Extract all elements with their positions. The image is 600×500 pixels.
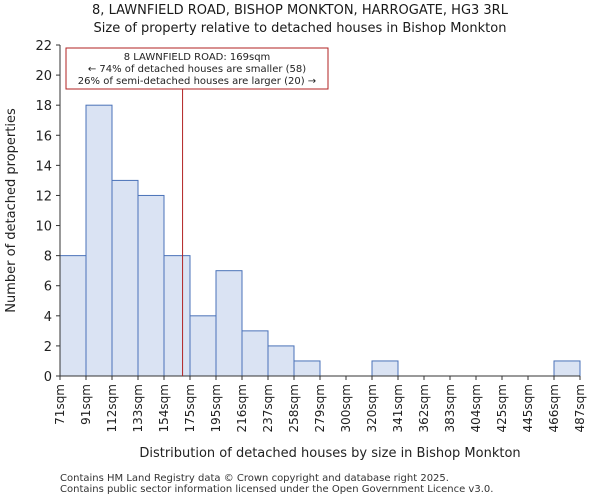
x-tick-label: 112sqm [105,384,119,432]
histogram-bar [189,315,217,377]
x-axis-title: Distribution of detached houses by size … [139,446,520,461]
x-tick-label: 175sqm [183,384,197,432]
x-tick-label: 71sqm [53,384,67,425]
x-tick-label: 91sqm [79,384,93,425]
y-tick-label: 16 [35,129,52,144]
y-tick-label: 2 [44,340,52,355]
annotation-box [65,47,329,90]
x-tick-label: 425sqm [495,384,509,432]
x-tick-label: 320sqm [365,384,379,432]
histogram-bar [293,360,321,377]
y-tick-label: 18 [35,99,52,114]
histogram-bar [241,330,269,377]
histogram-bar [137,194,165,377]
x-tick-label: 154sqm [157,384,171,432]
y-tick-label: 6 [44,280,52,295]
x-tick-label: 404sqm [469,384,483,432]
footer-licence: Contains public sector information licen… [60,484,494,495]
histogram-bar [215,270,243,377]
footer-copyright: Contains HM Land Registry data © Crown c… [60,473,449,484]
y-tick-label: 4 [44,310,52,325]
chart-title: 8, LAWNFIELD ROAD, BISHOP MONKTON, HARRO… [92,3,508,18]
x-tick-label: 258sqm [287,384,301,432]
annotation-line-3: 26% of semi-detached houses are larger (… [78,76,316,87]
x-tick-label: 216sqm [235,384,249,432]
y-tick-label: 14 [35,159,52,174]
histogram-bar [59,255,87,377]
y-tick-label: 10 [35,220,52,235]
histogram-bar [163,255,191,377]
y-tick-label: 22 [35,39,52,54]
annotation-line-2: ← 74% of detached houses are smaller (58… [88,64,306,75]
histogram-bar [267,345,295,377]
x-tick-label: 383sqm [443,384,457,432]
x-tick-label: 279sqm [313,384,327,432]
x-tick-label: 195sqm [209,384,223,432]
x-tick-label: 341sqm [391,384,405,432]
histogram-bar [371,360,399,377]
x-tick-label: 487sqm [573,384,587,432]
x-tick-label: 362sqm [417,384,431,432]
x-tick-label: 445sqm [521,384,535,432]
histogram-bar [111,179,139,377]
histogram-bar [553,360,581,377]
y-tick-label: 8 [44,250,52,265]
x-tick-label: 300sqm [339,384,353,432]
y-tick-label: 12 [35,189,52,204]
y-axis-title: Number of detached properties [4,108,19,313]
annotation-line-1: 8 LAWNFIELD ROAD: 169sqm [124,52,271,63]
x-tick-label: 466sqm [547,384,561,432]
histogram-bar [85,104,113,377]
x-tick-label: 237sqm [261,384,275,432]
y-tick-label: 0 [44,370,52,385]
y-tick-label: 20 [35,69,52,84]
x-tick-label: 133sqm [131,384,145,432]
chart-subtitle: Size of property relative to detached ho… [93,21,507,36]
